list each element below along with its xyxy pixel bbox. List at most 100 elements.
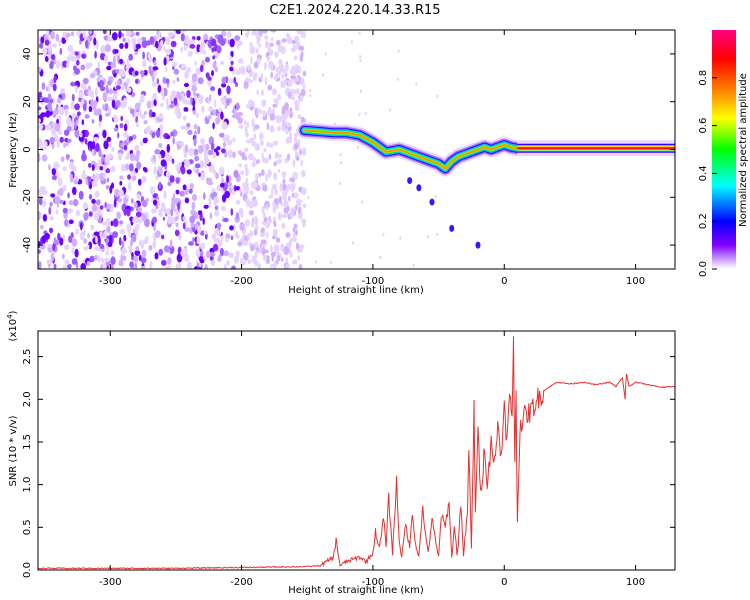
noise-blob bbox=[197, 77, 204, 85]
noise-blob bbox=[107, 80, 112, 86]
noise-blob bbox=[241, 151, 246, 161]
noise-blob bbox=[118, 189, 124, 197]
noise-blob bbox=[200, 242, 206, 249]
noise-blob bbox=[207, 180, 214, 186]
noise-blob bbox=[135, 115, 139, 124]
noise-blob bbox=[138, 215, 143, 225]
noise-blob bbox=[182, 115, 187, 121]
noise-blob bbox=[51, 127, 57, 136]
noise-blob bbox=[98, 148, 102, 158]
noise-blob bbox=[152, 66, 159, 71]
y-tick-label: 40 bbox=[22, 48, 33, 61]
noise-blob bbox=[204, 263, 208, 269]
noise-blob bbox=[50, 54, 56, 60]
noise-blob bbox=[102, 92, 107, 101]
noise-blob bbox=[64, 244, 70, 251]
noise-blob bbox=[194, 223, 199, 230]
noise-blob bbox=[158, 248, 164, 256]
noise-blob bbox=[155, 40, 159, 49]
noise-blob bbox=[215, 151, 220, 156]
noise-blob bbox=[226, 85, 231, 95]
noise-blob bbox=[140, 257, 147, 264]
noise-blob bbox=[100, 264, 103, 269]
noise-blob bbox=[202, 217, 205, 225]
noise-blob bbox=[154, 148, 161, 155]
noise-blob bbox=[350, 40, 353, 44]
noise-blob bbox=[104, 201, 107, 208]
noise-blob bbox=[250, 56, 253, 65]
noise-blob bbox=[330, 260, 333, 264]
ridge-blob bbox=[475, 241, 481, 249]
noise-blob bbox=[40, 224, 44, 230]
noise-blob bbox=[119, 43, 124, 49]
noise-blob bbox=[238, 124, 244, 129]
noise-blob bbox=[144, 111, 147, 115]
noise-blob bbox=[38, 153, 41, 162]
noise-blob bbox=[269, 113, 275, 121]
x-tick-label: -200 bbox=[230, 276, 253, 287]
noise-blob bbox=[298, 263, 303, 269]
x-tick-label: 100 bbox=[626, 276, 645, 287]
noise-blob bbox=[104, 165, 107, 170]
noise-blob bbox=[136, 161, 142, 170]
noise-blob bbox=[105, 44, 111, 53]
noise-blob bbox=[54, 134, 59, 142]
noise-blob bbox=[252, 156, 257, 162]
noise-blob bbox=[196, 225, 202, 234]
noise-blob bbox=[199, 64, 204, 73]
noise-blob bbox=[221, 121, 228, 130]
noise-blob bbox=[119, 58, 124, 64]
noise-blob bbox=[220, 182, 225, 188]
noise-blob bbox=[283, 116, 287, 125]
noise-blob bbox=[226, 98, 230, 106]
noise-blob bbox=[197, 210, 203, 216]
noise-blob bbox=[74, 129, 80, 138]
noise-blob bbox=[44, 34, 48, 40]
noise-blob bbox=[195, 249, 201, 258]
noise-blob bbox=[104, 112, 111, 117]
noise-blob bbox=[144, 167, 148, 173]
noise-blob bbox=[156, 129, 161, 138]
noise-blob bbox=[117, 80, 121, 88]
noise-blob bbox=[149, 36, 155, 45]
noise-blob bbox=[281, 222, 286, 230]
noise-blob bbox=[107, 107, 112, 115]
noise-blob bbox=[114, 198, 117, 208]
noise-blob bbox=[284, 157, 289, 164]
noise-blob bbox=[292, 159, 296, 168]
noise-blob bbox=[128, 231, 132, 238]
y-tick-label: 2.0 bbox=[22, 391, 33, 407]
noise-blob bbox=[88, 211, 93, 217]
noise-blob bbox=[55, 209, 59, 215]
y-tick-label: 1.0 bbox=[22, 477, 33, 493]
noise-blob bbox=[194, 95, 198, 102]
noise-blob bbox=[74, 51, 79, 56]
noise-blob bbox=[119, 175, 124, 180]
noise-blob bbox=[162, 76, 167, 84]
noise-blob bbox=[118, 237, 122, 246]
noise-blob bbox=[82, 169, 86, 177]
noise-blob bbox=[280, 243, 285, 252]
noise-blob bbox=[295, 75, 299, 82]
colorbar-tick-label: 0.8 bbox=[698, 70, 709, 86]
noise-blob bbox=[230, 60, 234, 65]
noise-blob bbox=[219, 247, 225, 257]
noise-blob bbox=[141, 39, 148, 49]
noise-blob bbox=[94, 190, 100, 198]
noise-blob bbox=[262, 212, 266, 219]
noise-blob bbox=[58, 39, 62, 47]
noise-blob bbox=[134, 102, 141, 111]
colorbar-ticks: 0.0 0.2 0.4 0.6 0.8 bbox=[698, 70, 717, 277]
noise-blob bbox=[261, 205, 266, 211]
noise-blob bbox=[284, 102, 289, 111]
ridge-blob bbox=[416, 184, 422, 192]
noise-blob bbox=[256, 33, 261, 39]
noise-blob bbox=[213, 200, 217, 206]
noise-blob bbox=[140, 242, 145, 249]
noise-blob bbox=[64, 259, 70, 266]
noise-blob bbox=[220, 205, 226, 212]
noise-blob bbox=[426, 235, 429, 239]
noise-blob bbox=[87, 232, 90, 239]
noise-blob bbox=[170, 208, 174, 217]
noise-blob bbox=[302, 70, 307, 77]
